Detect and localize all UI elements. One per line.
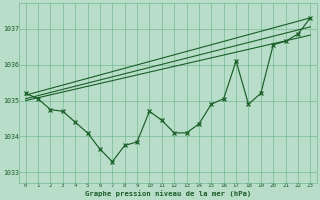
X-axis label: Graphe pression niveau de la mer (hPa): Graphe pression niveau de la mer (hPa) — [85, 190, 251, 197]
